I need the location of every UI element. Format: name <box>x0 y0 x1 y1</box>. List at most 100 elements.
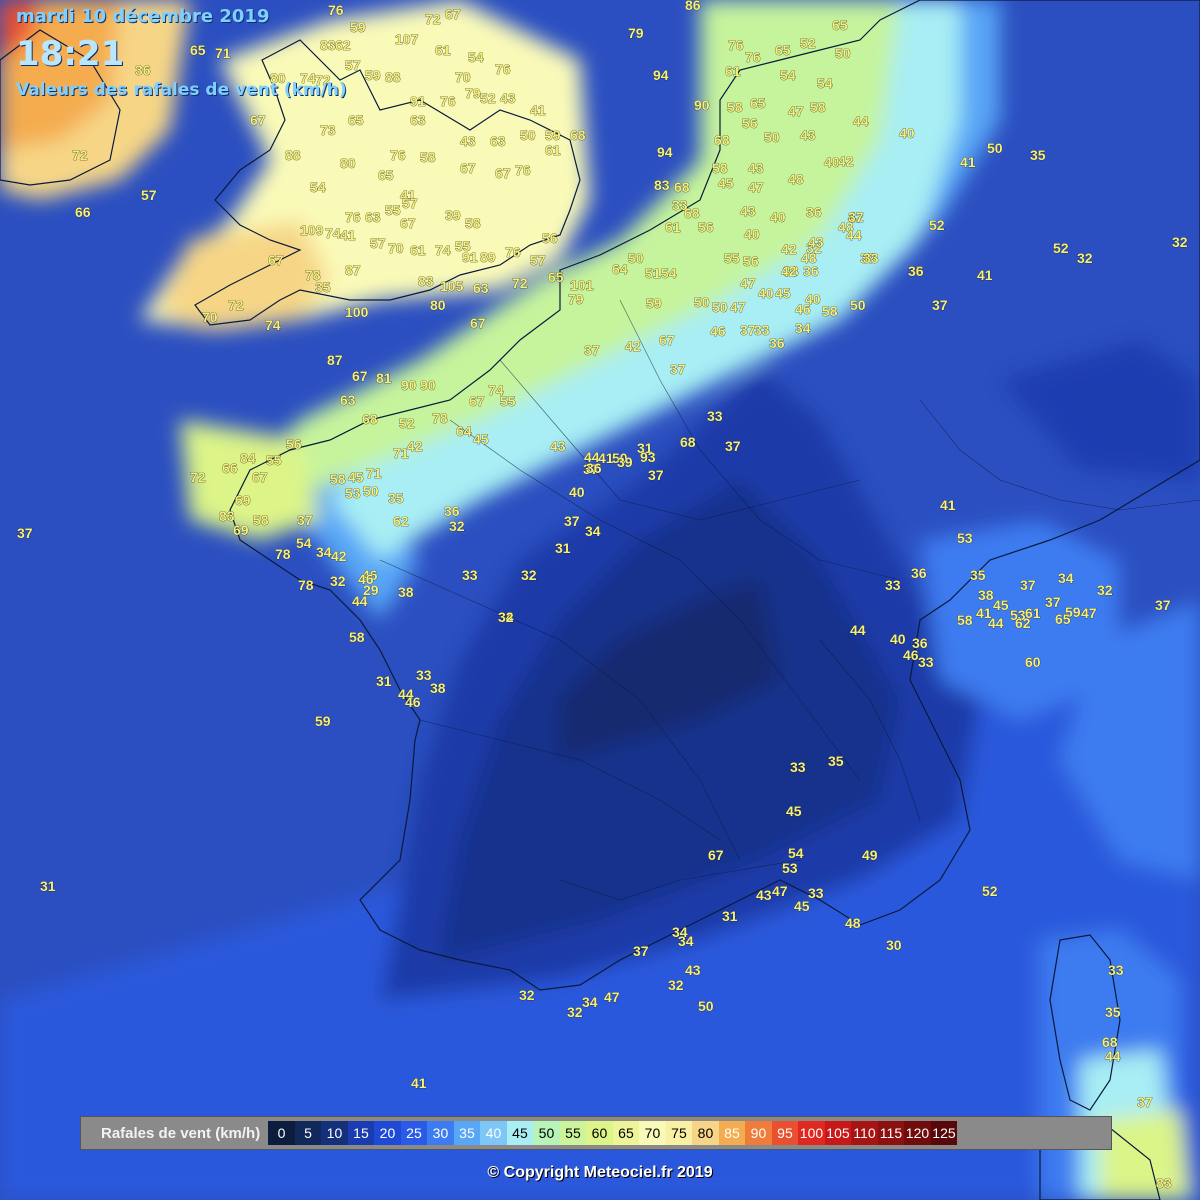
station-value: 65 <box>190 42 206 58</box>
legend-cell-10: 10 <box>321 1121 348 1145</box>
station-value: 89 <box>480 249 496 265</box>
ireland-outline <box>0 29 121 186</box>
station-value: 45 <box>786 803 802 819</box>
station-value: 78 <box>432 410 448 426</box>
station-value: 83 <box>320 37 336 53</box>
station-value: 35 <box>388 490 404 506</box>
station-value: 80 <box>270 70 286 86</box>
station-value: 37 <box>648 467 664 483</box>
station-value: 58 <box>349 629 365 645</box>
station-value: 83 <box>418 273 434 289</box>
station-value: 41 <box>598 450 614 466</box>
station-value: 67 <box>445 6 461 22</box>
station-value: 35 <box>1105 1004 1121 1020</box>
station-value: 66 <box>222 460 238 476</box>
legend-cell-115: 115 <box>877 1121 905 1145</box>
station-value: 36 <box>911 565 927 581</box>
station-value: 32 <box>519 987 535 1003</box>
station-value: 72 <box>228 297 244 313</box>
station-value: 55 <box>724 250 740 266</box>
station-value: 40 <box>824 154 840 170</box>
station-value: 40 <box>770 209 786 225</box>
station-value: 50 <box>698 998 714 1014</box>
station-value: 35 <box>970 567 986 583</box>
station-value: 33 <box>462 567 478 583</box>
station-value: 32 <box>1077 250 1093 266</box>
station-value: 37 <box>583 461 599 477</box>
station-value: 36 <box>912 635 928 651</box>
station-value: 67 <box>460 160 476 176</box>
station-value: 65 <box>832 17 848 33</box>
station-value: 58 <box>420 149 436 165</box>
station-value: 37 <box>564 513 580 529</box>
station-value: 57 <box>345 57 361 73</box>
station-value: 38 <box>398 584 414 600</box>
station-value: 31 <box>637 440 653 456</box>
station-value: 88 <box>385 69 401 85</box>
station-value: 93 <box>640 449 656 465</box>
station-value: 107 <box>395 31 419 47</box>
station-value: 76 <box>515 162 531 178</box>
station-value: 67 <box>400 215 416 231</box>
station-value: 43 <box>808 234 824 250</box>
station-value: 74 <box>265 317 281 333</box>
map-date: mardi 10 décembre 2019 <box>16 6 270 27</box>
station-value: 44 <box>398 686 414 702</box>
station-value: 38 <box>430 680 446 696</box>
station-value: 65 <box>348 112 364 128</box>
station-value: 67 <box>352 368 368 384</box>
station-value: 54 <box>468 49 484 65</box>
station-value: 56 <box>698 219 714 235</box>
station-value: 41 <box>976 605 992 621</box>
station-value: 38 <box>783 263 799 279</box>
station-value: 50 <box>612 450 628 466</box>
station-value: 76 <box>745 49 761 65</box>
station-value: 29 <box>363 582 379 598</box>
station-value: 34 <box>498 609 514 625</box>
station-value: 34 <box>316 544 332 560</box>
station-value: 65 <box>1055 611 1071 627</box>
station-value: 33 <box>885 577 901 593</box>
station-value: 31 <box>555 540 571 556</box>
station-value: 50 <box>712 299 728 315</box>
station-value: 37 <box>1045 594 1061 610</box>
station-value: 36 <box>135 62 151 78</box>
station-value: 64 <box>456 423 472 439</box>
station-value: 54 <box>296 535 312 551</box>
station-value: 68 <box>362 411 378 427</box>
station-value: 67 <box>252 469 268 485</box>
station-value: 42 <box>781 241 797 257</box>
station-value: 94 <box>653 67 669 83</box>
station-value: 68 <box>570 127 586 143</box>
station-value: 48 <box>845 915 861 931</box>
station-value: 47 <box>788 103 804 119</box>
station-value: 87 <box>345 262 361 278</box>
station-value: 34 <box>1058 570 1074 586</box>
station-value: 69 <box>235 492 251 508</box>
station-value: 33 <box>808 885 824 901</box>
station-value: 50 <box>628 250 644 266</box>
station-value: 44 <box>853 113 869 129</box>
station-value: 59 <box>545 127 561 143</box>
legend-cell-35: 35 <box>453 1121 481 1145</box>
station-value: 44 <box>352 593 368 609</box>
station-value: 91 <box>462 249 478 265</box>
station-value: 45 <box>718 175 734 191</box>
station-value: 40 <box>899 125 915 141</box>
station-value: 37 <box>1137 1094 1153 1110</box>
station-value: 57 <box>530 252 546 268</box>
station-value: 43 <box>740 203 756 219</box>
station-value: 32 <box>521 567 537 583</box>
station-value: 35 <box>908 263 924 279</box>
station-value: 58 <box>712 160 728 176</box>
station-value: 42 <box>838 153 854 169</box>
station-value: 84 <box>240 450 256 466</box>
station-value: 33 <box>672 197 688 213</box>
station-value: 61 <box>435 42 451 58</box>
legend-cell-40: 40 <box>480 1121 507 1145</box>
station-value: 109 <box>300 222 324 238</box>
station-value: 53 <box>345 485 361 501</box>
station-value: 44 <box>1105 1048 1121 1064</box>
station-value: 43 <box>748 160 764 176</box>
